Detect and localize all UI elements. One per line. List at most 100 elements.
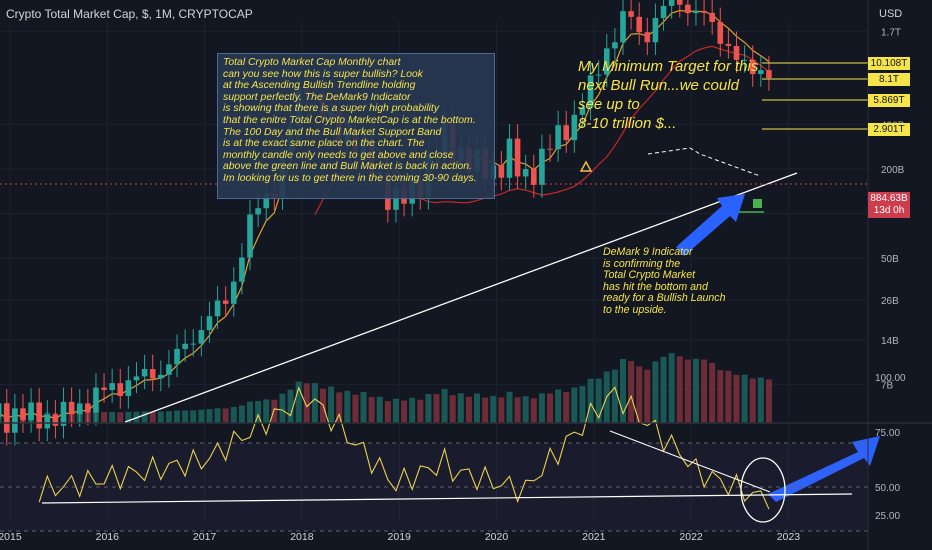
candle bbox=[685, 4, 691, 14]
volume-bar bbox=[587, 378, 594, 423]
volume-bar bbox=[182, 410, 189, 423]
candle bbox=[198, 330, 205, 344]
candle bbox=[76, 403, 83, 415]
volume-bar bbox=[465, 396, 472, 423]
candle bbox=[166, 364, 172, 375]
volume-bar bbox=[490, 395, 497, 423]
x-tick-label: 2017 bbox=[193, 531, 217, 543]
volume-bar bbox=[579, 386, 586, 423]
volume-bar bbox=[709, 362, 716, 423]
candle bbox=[68, 401, 75, 415]
candle bbox=[668, 0, 675, 6]
volume-bar bbox=[368, 396, 375, 423]
candle bbox=[587, 75, 594, 108]
candle bbox=[693, 10, 699, 14]
volume-bar bbox=[125, 411, 132, 423]
candle bbox=[709, 12, 715, 22]
volume-bar bbox=[174, 410, 181, 423]
candle bbox=[141, 369, 148, 377]
drawings bbox=[0, 62, 880, 502]
candle bbox=[506, 138, 513, 178]
note-line: monthly candle only needs to get above a… bbox=[223, 149, 454, 161]
volume-bar bbox=[222, 408, 229, 423]
warning-icon bbox=[579, 160, 593, 172]
volume-bar bbox=[238, 405, 245, 423]
candle bbox=[628, 11, 634, 17]
x-tick-label: 2023 bbox=[777, 531, 801, 543]
target-price-label[interactable]: 5.869T bbox=[868, 94, 910, 107]
chart-title[interactable]: Crypto Total Market Cap, $, 1M, CRYPTOCA… bbox=[6, 7, 253, 21]
candle bbox=[93, 387, 99, 413]
target-annotation: My Minimum Target for this next Bull Run… bbox=[578, 57, 838, 133]
target-price-label[interactable]: 10.108T bbox=[868, 57, 910, 70]
demark-annotation: DeMark 9 Indicator is confirming the Tot… bbox=[603, 246, 783, 317]
volume-bar bbox=[619, 358, 626, 423]
volume-bar bbox=[328, 386, 335, 423]
x-tick-label: 2019 bbox=[388, 531, 412, 543]
candle bbox=[644, 32, 651, 43]
candle bbox=[214, 300, 221, 317]
demark-line: Total Crypto Market bbox=[603, 269, 696, 282]
volume-bar bbox=[295, 381, 302, 423]
volume-bar bbox=[644, 369, 651, 423]
target-price-label[interactable]: 8.1T bbox=[868, 73, 910, 86]
current-price-label[interactable]: 884.63B 13d 0h bbox=[868, 192, 910, 218]
arrow-up-right bbox=[676, 194, 745, 256]
current-price: 884.63B bbox=[870, 193, 908, 204]
volume-bar bbox=[571, 387, 578, 423]
volume-bar bbox=[660, 356, 667, 423]
candle bbox=[239, 257, 245, 282]
volume-bar bbox=[149, 411, 156, 423]
note-line: above the green line and Bull Market is … bbox=[223, 161, 472, 173]
volume-bar bbox=[522, 396, 529, 423]
volume-bar bbox=[360, 392, 367, 423]
volume-bar bbox=[401, 400, 408, 423]
volume-bar bbox=[733, 374, 740, 423]
volume-bar bbox=[384, 401, 391, 423]
volume-bar bbox=[0, 412, 2, 423]
candle bbox=[620, 11, 626, 43]
volume-bar bbox=[668, 353, 675, 423]
volume-bar bbox=[482, 397, 489, 423]
candle bbox=[530, 169, 537, 185]
note-line: at the Ascending Bullish Trendline holdi… bbox=[223, 80, 416, 92]
candle bbox=[522, 169, 529, 177]
candle bbox=[109, 383, 115, 391]
candle bbox=[676, 0, 683, 5]
candle bbox=[0, 403, 2, 418]
candle bbox=[85, 403, 91, 413]
candle bbox=[222, 300, 229, 304]
candle bbox=[125, 380, 132, 396]
volume-bar bbox=[287, 389, 294, 423]
rsi-line bbox=[38, 386, 770, 510]
volume-bar bbox=[425, 393, 432, 423]
volume-bars bbox=[0, 353, 772, 423]
volume-bar bbox=[263, 399, 270, 423]
y-tick-label: 1.7T bbox=[881, 27, 901, 38]
candle bbox=[174, 348, 180, 365]
candle bbox=[555, 125, 561, 150]
candle bbox=[230, 281, 237, 304]
volume-bar bbox=[749, 378, 756, 423]
volume-bar bbox=[336, 392, 343, 423]
note-line: can you see how this is super bullish? L… bbox=[223, 68, 423, 80]
candle bbox=[733, 45, 740, 60]
currency-label[interactable]: USD bbox=[879, 8, 903, 20]
volume-bar bbox=[303, 383, 310, 423]
candle bbox=[247, 214, 253, 258]
target-line: 8-10 trillion $... bbox=[578, 115, 677, 132]
demark-line: ready for a Bullish Launch bbox=[603, 292, 726, 305]
volume-bar bbox=[230, 407, 237, 423]
volume-bar bbox=[474, 393, 481, 423]
candle bbox=[749, 59, 756, 75]
volume-bar bbox=[765, 379, 772, 423]
demark-line: DeMark 9 Indicator bbox=[603, 246, 693, 258]
demark-line: is confirming the bbox=[603, 257, 681, 270]
volume-bar bbox=[692, 358, 699, 423]
demark-marker bbox=[753, 199, 762, 208]
candle bbox=[133, 376, 140, 381]
volume-bar bbox=[117, 412, 124, 423]
volume-bar bbox=[165, 411, 172, 423]
target-price-label[interactable]: 2.901T bbox=[868, 123, 910, 136]
volume-bar bbox=[417, 399, 424, 423]
